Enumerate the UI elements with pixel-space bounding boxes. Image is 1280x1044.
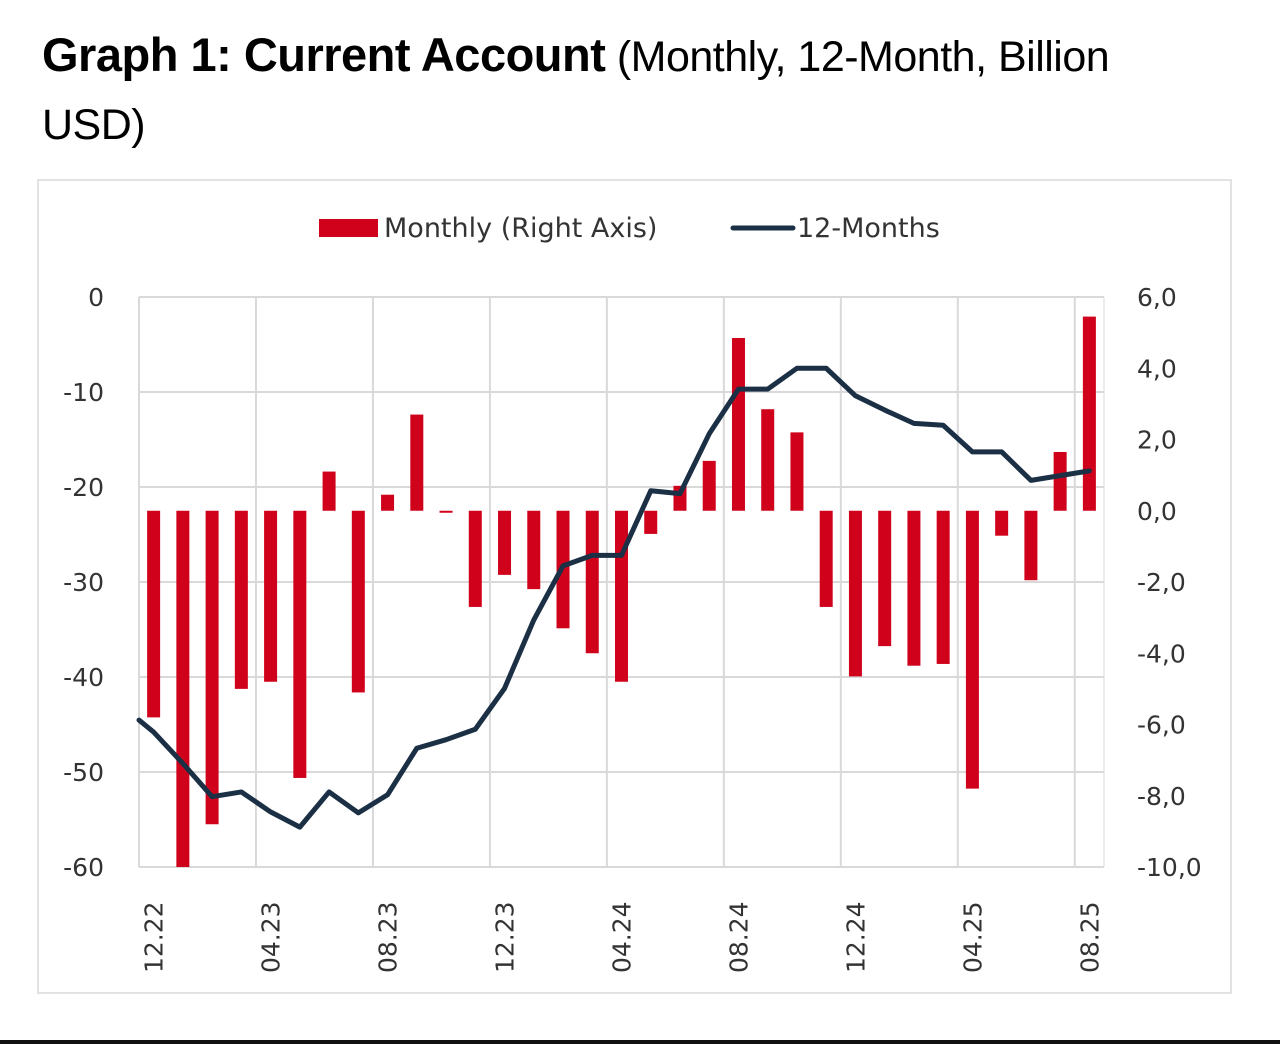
monthly-bars	[147, 316, 1096, 867]
x-axis: 12.22 04.23 08.23 12.23 04.24 08.24 12.24 04.25…	[140, 901, 1105, 973]
legend: Monthly (Right Axis) 12-Months	[319, 213, 940, 244]
right-axis: 6,0 4,0 2,0 0,0 -2,0 -4,0 -6,0 -8,0 -10,0	[1137, 283, 1202, 882]
x-axis-tick-label: 04.24	[608, 901, 637, 973]
monthly-bar	[234, 510, 248, 689]
left-axis-tick-label: -60	[63, 853, 104, 882]
x-axis-tick-label: 08.24	[724, 901, 753, 973]
monthly-bar	[1024, 510, 1038, 581]
monthly-bar	[790, 432, 804, 511]
chart-title-bold: Graph 1: Current Account	[42, 28, 606, 81]
right-axis-tick-label: -4,0	[1137, 639, 1186, 668]
right-axis-tick-label: -2,0	[1137, 568, 1186, 597]
x-axis-tick-label: 08.25	[1075, 901, 1104, 973]
x-axis-tick-label: 04.23	[257, 901, 286, 973]
monthly-bar	[702, 460, 716, 511]
x-axis-tick-label: 12.23	[491, 901, 520, 973]
twelve-month-line-group	[136, 365, 1092, 830]
monthly-bar	[731, 337, 745, 511]
monthly-bar	[965, 510, 979, 789]
right-axis-tick-label: 4,0	[1137, 354, 1177, 383]
monthly-bar	[1053, 451, 1067, 511]
x-axis-tick-label: 12.24	[841, 901, 870, 973]
x-axis-tick-label: 04.25	[958, 901, 987, 973]
x-axis-tick-label: 12.22	[140, 901, 169, 973]
right-axis-tick-label: 2,0	[1137, 426, 1177, 455]
monthly-bar	[176, 510, 190, 867]
monthly-bar	[995, 510, 1009, 536]
monthly-bar	[468, 510, 482, 607]
monthly-bar	[381, 494, 395, 511]
left-axis-tick-label: -10	[63, 378, 104, 407]
x-axis-tick-label: 08.23	[374, 901, 403, 973]
monthly-bar	[1082, 316, 1096, 511]
monthly-bar	[439, 510, 453, 513]
chart-title: Graph 1: Current Account (Monthly, 12-Mo…	[42, 22, 1222, 158]
monthly-bar	[644, 510, 658, 534]
monthly-bar	[936, 510, 950, 664]
left-axis: 0 -10 -20 -30 -40 -50 -60	[63, 283, 104, 882]
monthly-bar	[527, 510, 541, 590]
chart-title-subtitle: (Monthly, 12-Month, Billion USD)	[42, 33, 1110, 149]
right-axis-tick-label: -6,0	[1137, 711, 1186, 740]
monthly-bar	[351, 510, 365, 693]
monthly-bar	[147, 510, 161, 718]
left-axis-tick-label: -50	[63, 758, 104, 787]
monthly-bar	[878, 510, 892, 647]
monthly-bar	[322, 471, 336, 511]
right-axis-tick-label: 6,0	[1137, 283, 1177, 312]
monthly-bar	[907, 510, 921, 666]
right-axis-tick-label: -10,0	[1137, 853, 1202, 882]
right-axis-tick-label: 0,0	[1137, 497, 1177, 526]
monthly-bar	[205, 510, 219, 825]
left-axis-tick-label: -30	[63, 568, 104, 597]
monthly-bar	[848, 510, 862, 677]
legend-label-12-months: 12-Months	[797, 213, 940, 244]
monthly-bar	[585, 510, 599, 654]
left-axis-tick-label: -40	[63, 663, 104, 692]
page-bottom-border	[0, 1040, 1280, 1044]
monthly-bar	[761, 409, 775, 511]
right-axis-tick-label: -8,0	[1137, 782, 1186, 811]
monthly-bar	[498, 510, 512, 575]
monthly-bar	[264, 510, 278, 682]
legend-swatch-monthly	[319, 219, 378, 237]
monthly-bar	[293, 510, 307, 778]
monthly-bar	[615, 510, 628, 682]
left-axis-tick-label: 0	[88, 283, 104, 312]
legend-label-monthly: Monthly (Right Axis)	[384, 213, 657, 244]
left-axis-tick-label: -20	[63, 473, 104, 502]
twelve-month-line	[136, 365, 1092, 830]
monthly-bar	[410, 414, 424, 511]
monthly-bar	[819, 510, 833, 607]
